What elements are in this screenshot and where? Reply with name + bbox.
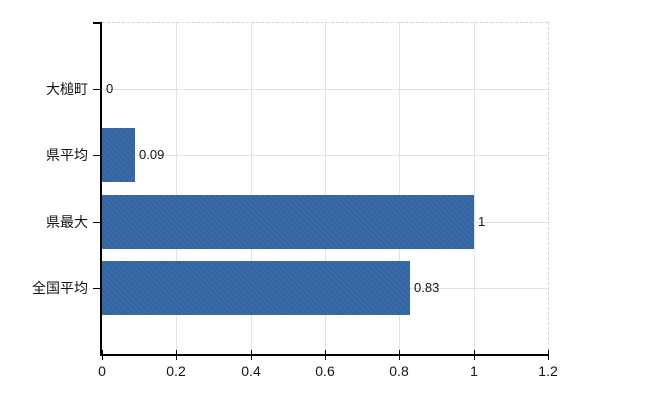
gridline-y (102, 155, 548, 156)
plot-border-top (102, 22, 548, 23)
gridline-x (473, 22, 475, 355)
x-tick-label: 0.4 (241, 363, 261, 379)
x-tick-label: 0.8 (389, 363, 409, 379)
gridline-x (399, 22, 401, 355)
gridline-x (250, 22, 252, 355)
x-tick-label: 1.2 (538, 363, 558, 379)
y-tick (93, 155, 100, 156)
x-tick (399, 350, 400, 360)
y-tick (93, 288, 100, 289)
value-label: 1 (478, 214, 486, 229)
x-axis-line (100, 354, 548, 356)
category-label: 県最大 (46, 214, 88, 230)
bar-2 (102, 195, 474, 249)
y-axis-top-cap (93, 22, 100, 24)
value-label: 0 (106, 81, 114, 96)
value-label: 0.83 (414, 280, 440, 295)
category-label: 県平均 (46, 147, 88, 163)
y-axis-line (100, 22, 102, 355)
x-tick-label: 0 (98, 363, 106, 379)
category-label: 大槌町 (46, 81, 88, 97)
gridline-x (325, 22, 326, 355)
x-tick-label: 1 (470, 363, 478, 379)
gridline-x (176, 22, 178, 355)
x-tick (325, 350, 326, 360)
x-tick (548, 350, 549, 360)
x-tick-label: 0.6 (315, 363, 335, 379)
plot-border-right (548, 22, 549, 355)
x-tick (251, 350, 252, 360)
gridline-y (102, 89, 548, 90)
x-tick-label: 0.2 (166, 363, 186, 379)
category-label: 全国平均 (32, 280, 88, 296)
y-tick (93, 89, 100, 90)
bar-1 (102, 128, 135, 182)
x-tick (474, 350, 475, 360)
value-label: 0.09 (139, 147, 165, 162)
x-tick (176, 350, 177, 360)
x-tick (102, 350, 103, 360)
y-tick (93, 222, 100, 223)
bar-3 (102, 261, 410, 315)
